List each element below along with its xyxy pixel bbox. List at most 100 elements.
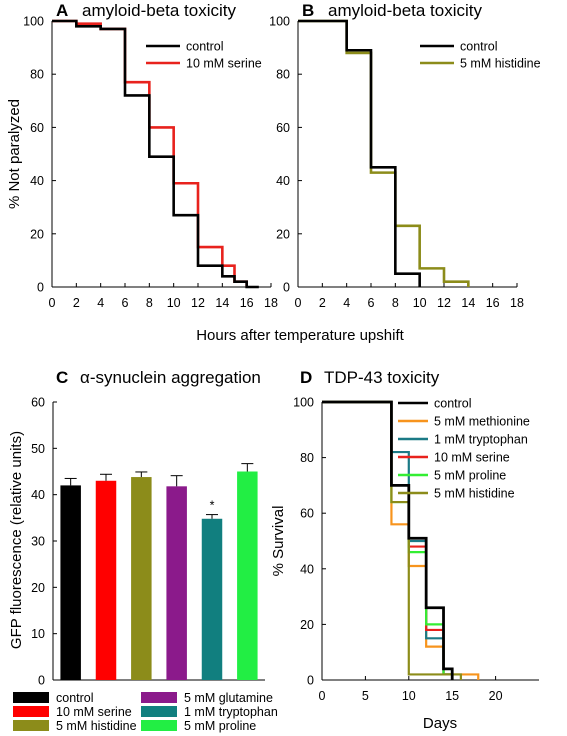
panel-c-legend-label: 5 mM glutamine (184, 691, 273, 705)
panel-a-legend-label: 10 mM serine (186, 57, 262, 71)
panel-d-y-tick-label: 80 (300, 451, 314, 465)
panel-c-legend-label: control (56, 691, 94, 705)
panel-b-y-tick-label: 20 (276, 227, 290, 241)
panel-c-legend-swatch (13, 706, 49, 717)
panel-b-x-tick-label: 2 (319, 296, 326, 310)
panel-b-x-tick-label: 16 (486, 296, 500, 310)
panel-a-x-tick-label: 14 (215, 296, 229, 310)
panel-c-bar (131, 477, 152, 680)
panel-c-significance-marker: * (210, 499, 215, 513)
panel-c-y-tick-label: 50 (31, 442, 45, 456)
panel-a-y-tick-label: 60 (30, 121, 44, 135)
panel-a-y-tick-label: 0 (37, 281, 44, 295)
panel-c-y-tick-label: 0 (38, 674, 45, 688)
panel-c-legend-label: 5 mM histidine (56, 719, 137, 733)
panel-a-x-tick-label: 8 (146, 296, 153, 310)
panel-b-legend-label: 5 mM histidine (460, 57, 541, 71)
panel-b-x-tick-label: 8 (392, 296, 399, 310)
panel-a-x-tick-label: 16 (240, 296, 254, 310)
panel-a-y-tick-label: 40 (30, 174, 44, 188)
panel-d-x-tick-label: 10 (402, 689, 416, 703)
panel-c-legend-swatch (141, 720, 177, 731)
panel-d-y-axis-label: % Survival (270, 506, 287, 577)
panel-a-x-tick-label: 18 (264, 296, 278, 310)
panel-d-x-tick-label: 20 (489, 689, 503, 703)
panel-d-x-tick-label: 0 (319, 689, 326, 703)
panel-d-legend-label: 5 mM histidine (434, 487, 515, 501)
panel-b-series-line (298, 19, 470, 287)
panel-b: B amyloid-beta toxicity 0 20 40 60 80 100 0 2 4 6… (269, 1, 540, 310)
panel-a-x-tick-label: 12 (191, 296, 205, 310)
panel-a: A amyloid-beta toxicity 0 20 40 60 80 100 0 2 4 6… (23, 1, 278, 310)
panel-b-x-tick-label: 14 (461, 296, 475, 310)
panel-c-title: α-synuclein aggregation (80, 368, 261, 387)
panel-b-x-tick-label: 0 (295, 296, 302, 310)
panel-d-legend-label: 1 mM tryptophan (434, 433, 528, 447)
panel-d-x-tick-label: 15 (445, 689, 459, 703)
panel-d-y-tick-label: 60 (300, 507, 314, 521)
panel-a-x-tick-label: 4 (97, 296, 104, 310)
panel-d-legend-label: 5 mM proline (434, 469, 506, 483)
panel-c-bar (95, 480, 117, 680)
panel-d-series-line (322, 400, 454, 680)
panel-a-x-tick-label: 6 (122, 296, 129, 310)
panel-d-legend-label: 10 mM serine (434, 451, 510, 465)
panel-a-x-tick-label: 0 (49, 296, 56, 310)
panel-c-bar (60, 485, 81, 680)
panel-b-y-tick-label: 100 (269, 15, 290, 29)
panel-b-y-tick-label: 40 (276, 174, 290, 188)
panel-d-title: TDP-43 toxicity (324, 368, 440, 387)
panel-b-series-line (298, 19, 421, 287)
panel-b-x-tick-label: 10 (413, 296, 427, 310)
panel-b-y-tick-label: 80 (276, 68, 290, 82)
panel-d-y-tick-label: 40 (300, 562, 314, 576)
panel-c-legend-label: 1 mM tryptophan (184, 705, 278, 719)
panel-b-x-tick-label: 6 (368, 296, 375, 310)
panel-b-letter: B (302, 1, 314, 20)
panel-a-x-tick-label: 2 (73, 296, 80, 310)
panel-a-y-tick-label: 20 (30, 227, 44, 241)
panel-c-bar (201, 518, 223, 680)
panel-c-legend-label: 5 mM proline (184, 719, 256, 733)
panel-c-y-tick-label: 60 (31, 396, 45, 410)
panel-b-x-tick-label: 18 (510, 296, 524, 310)
panel-d-series-line (322, 400, 454, 680)
panel-a-y-tick-label: 80 (30, 68, 44, 82)
panel-c-bar (237, 471, 258, 680)
panel-a-y-tick-label: 100 (23, 15, 44, 29)
panel-c-legend-label: 10 mM serine (56, 705, 132, 719)
panel-d-legend-label: 5 mM methionine (434, 415, 530, 429)
panel-b-x-tick-label: 4 (343, 296, 350, 310)
panel-a-series-line (52, 19, 248, 287)
panel-c-legend-swatch (13, 692, 49, 703)
panel-a-x-tick-label: 10 (167, 296, 181, 310)
panel-a-letter: A (56, 1, 68, 20)
panel-b-y-tick-label: 0 (283, 281, 290, 295)
panel-c-y-tick-label: 30 (31, 535, 45, 549)
panel-c-y-tick-label: 10 (31, 627, 45, 641)
panel-b-title: amyloid-beta toxicity (328, 1, 483, 20)
panel-a-series-line (52, 19, 259, 289)
panel-c-legend-swatch (141, 706, 177, 717)
panel-c-letter: C (56, 368, 68, 387)
panel-d-y-tick-label: 100 (293, 396, 314, 410)
panel-d-x-axis-label: Days (423, 715, 457, 732)
panel-d-legend-label: control (434, 397, 472, 411)
panel-c-y-tick-label: 40 (31, 488, 45, 502)
panel-a-title: amyloid-beta toxicity (82, 1, 237, 20)
panel-d-y-tick-label: 0 (307, 674, 314, 688)
panel-b-x-tick-label: 12 (437, 296, 451, 310)
panel-c: C α-synuclein aggregation GFP fluorescen… (8, 368, 278, 733)
panel-d-y-tick-label: 20 (300, 618, 314, 632)
panel-c-bar (166, 486, 187, 680)
panel-b-legend-label: control (460, 40, 498, 54)
panel-c-y-tick-label: 20 (31, 581, 45, 595)
panel-c-y-axis-label: GFP fluorescence (relative units) (8, 431, 25, 649)
panel-a-legend-label: control (186, 40, 224, 54)
shared-x-axis-label: Hours after temperature upshift (196, 327, 404, 344)
panel-d-letter: D (300, 368, 312, 387)
panel-d: D TDP-43 toxicity % Survival Days 0 20 40 6… (270, 368, 539, 732)
panel-b-y-tick-label: 60 (276, 121, 290, 135)
panel-a-y-axis-label: % Not paralyzed (6, 99, 23, 209)
